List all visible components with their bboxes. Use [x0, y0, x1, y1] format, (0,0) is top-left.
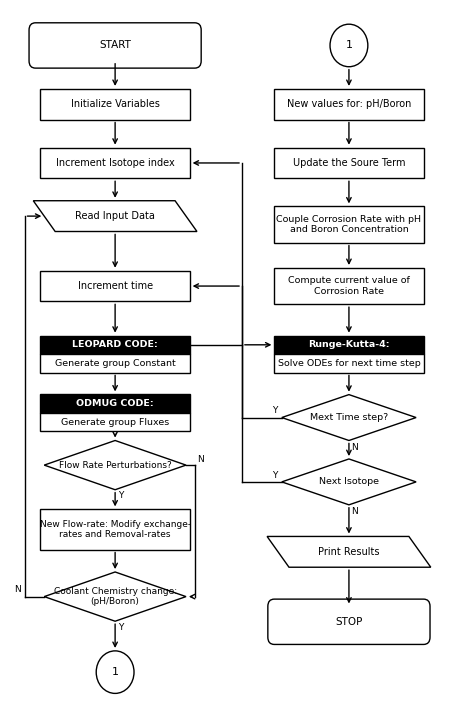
Polygon shape — [44, 441, 186, 490]
Text: 1: 1 — [111, 667, 118, 677]
Text: Increment time: Increment time — [78, 281, 153, 291]
Text: Runge-Kutta-4:: Runge-Kutta-4: — [308, 340, 390, 350]
FancyBboxPatch shape — [40, 354, 190, 372]
Text: Increment Isotope index: Increment Isotope index — [56, 158, 174, 168]
FancyBboxPatch shape — [274, 89, 424, 120]
FancyBboxPatch shape — [40, 147, 190, 178]
Text: Generate group Fluxes: Generate group Fluxes — [61, 417, 169, 426]
FancyBboxPatch shape — [268, 599, 430, 644]
Text: Initialize Variables: Initialize Variables — [71, 99, 160, 109]
Text: STOP: STOP — [335, 617, 363, 627]
Text: Next Isotope: Next Isotope — [319, 477, 379, 486]
Text: N: N — [352, 443, 358, 451]
Text: Read Input Data: Read Input Data — [75, 211, 155, 221]
FancyBboxPatch shape — [40, 413, 190, 431]
FancyBboxPatch shape — [40, 335, 190, 354]
FancyBboxPatch shape — [40, 271, 190, 301]
Polygon shape — [282, 459, 416, 505]
FancyBboxPatch shape — [274, 354, 424, 372]
Text: N: N — [352, 507, 358, 516]
FancyBboxPatch shape — [274, 268, 424, 304]
Circle shape — [96, 651, 134, 693]
Text: Couple Corrosion Rate with pH
and Boron Concentration: Couple Corrosion Rate with pH and Boron … — [276, 215, 421, 234]
Text: Update the Soure Term: Update the Soure Term — [292, 158, 405, 168]
Text: N: N — [197, 455, 204, 464]
Text: New values for: pH/Boron: New values for: pH/Boron — [287, 99, 411, 109]
FancyBboxPatch shape — [274, 335, 424, 354]
FancyBboxPatch shape — [274, 206, 424, 243]
Text: Solve ODEs for next time step: Solve ODEs for next time step — [278, 359, 420, 368]
Text: Generate group Constant: Generate group Constant — [55, 359, 175, 368]
Text: 1: 1 — [346, 41, 353, 51]
Text: Y: Y — [272, 471, 277, 480]
Text: New Flow-rate: Modify exchange-
rates and Removal-rates: New Flow-rate: Modify exchange- rates an… — [39, 520, 191, 539]
Text: Y: Y — [118, 624, 124, 632]
FancyBboxPatch shape — [40, 394, 190, 413]
FancyBboxPatch shape — [274, 147, 424, 178]
Text: Flow Rate Perturbations?: Flow Rate Perturbations? — [59, 461, 172, 470]
Text: Coolant Chemistry change:
(pH/Boron): Coolant Chemistry change: (pH/Boron) — [54, 587, 177, 607]
Text: LEOPARD CODE:: LEOPARD CODE: — [72, 340, 158, 350]
Polygon shape — [44, 572, 186, 622]
Text: Y: Y — [272, 407, 277, 415]
FancyBboxPatch shape — [29, 23, 201, 68]
Text: Y: Y — [118, 491, 124, 501]
Polygon shape — [267, 536, 431, 567]
FancyBboxPatch shape — [40, 89, 190, 120]
FancyBboxPatch shape — [40, 509, 190, 550]
Text: Mext Time step?: Mext Time step? — [310, 413, 388, 422]
Circle shape — [330, 24, 368, 67]
Text: START: START — [99, 41, 131, 51]
Text: N: N — [14, 585, 20, 595]
Text: Compute current value of
Corrosion Rate: Compute current value of Corrosion Rate — [288, 276, 410, 295]
Polygon shape — [282, 394, 416, 441]
Polygon shape — [33, 201, 197, 231]
Text: ODMUG CODE:: ODMUG CODE: — [76, 399, 154, 408]
Text: Print Results: Print Results — [318, 547, 380, 557]
